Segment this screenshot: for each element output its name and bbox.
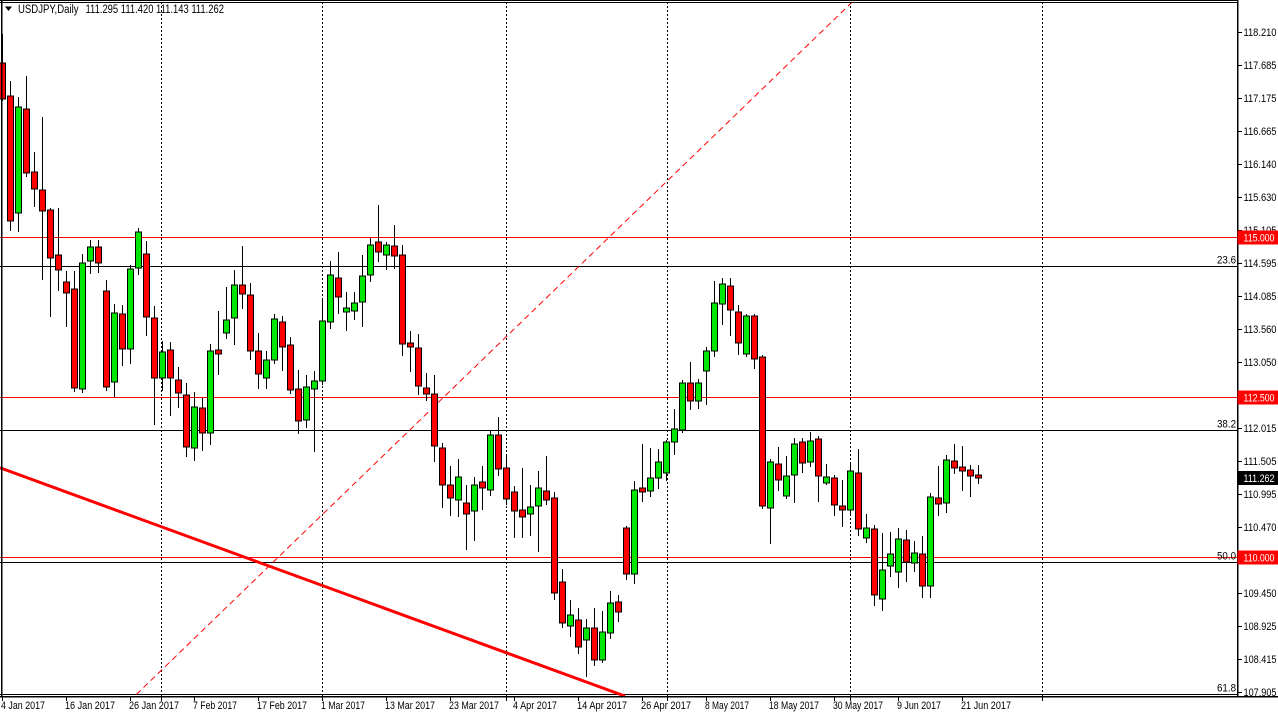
svg-text:8 May 2017: 8 May 2017: [705, 700, 749, 712]
svg-text:23 Mar 2017: 23 Mar 2017: [449, 700, 499, 712]
svg-text:114.595: 114.595: [1244, 258, 1277, 270]
svg-text:116.140: 116.140: [1244, 159, 1277, 171]
svg-text:109.450: 109.450: [1244, 588, 1277, 600]
svg-text:117.685: 117.685: [1244, 60, 1277, 72]
svg-text:113.560: 113.560: [1244, 324, 1277, 336]
svg-text:1 Mar 2017: 1 Mar 2017: [321, 700, 365, 712]
svg-text:113.050: 113.050: [1244, 357, 1277, 369]
svg-text:111.505: 111.505: [1244, 456, 1277, 468]
svg-text:118.210: 118.210: [1244, 27, 1277, 39]
svg-text:108.415: 108.415: [1244, 654, 1277, 666]
svg-text:61.8: 61.8: [1217, 683, 1236, 695]
svg-text:115.000: 115.000: [1244, 233, 1275, 245]
svg-text:115.630: 115.630: [1244, 192, 1277, 204]
svg-text:112.015: 112.015: [1244, 423, 1277, 435]
svg-text:USDJPY,Daily: USDJPY,Daily: [18, 4, 79, 16]
svg-text:108.925: 108.925: [1244, 621, 1277, 633]
svg-text:21 Jun 2017: 21 Jun 2017: [961, 700, 1011, 712]
svg-text:107.905: 107.905: [1244, 687, 1277, 699]
svg-text:110.470: 110.470: [1244, 522, 1277, 534]
svg-text:16 Jan 2017: 16 Jan 2017: [65, 700, 115, 712]
svg-text:18 May 2017: 18 May 2017: [769, 700, 819, 712]
svg-text:4 Apr 2017: 4 Apr 2017: [513, 700, 557, 712]
svg-text:14 Apr 2017: 14 Apr 2017: [577, 700, 627, 712]
svg-text:111.262: 111.262: [1244, 473, 1275, 485]
svg-text:116.665: 116.665: [1244, 126, 1277, 138]
svg-text:117.175: 117.175: [1244, 93, 1277, 105]
svg-text:13 Mar 2017: 13 Mar 2017: [385, 700, 435, 712]
svg-text:38.2: 38.2: [1217, 419, 1236, 431]
svg-text:111.295 111.420 111.143 111.26: 111.295 111.420 111.143 111.262: [86, 4, 225, 16]
svg-text:30 May 2017: 30 May 2017: [833, 700, 883, 712]
svg-text:110.000: 110.000: [1244, 553, 1275, 565]
svg-text:50.0: 50.0: [1217, 551, 1236, 563]
svg-text:23.6: 23.6: [1217, 255, 1236, 267]
svg-text:9 Jun 2017: 9 Jun 2017: [897, 700, 941, 712]
svg-text:112.500: 112.500: [1244, 393, 1275, 405]
svg-text:114.085: 114.085: [1244, 291, 1277, 303]
svg-text:4 Jan 2017: 4 Jan 2017: [1, 700, 45, 712]
svg-text:26 Jan 2017: 26 Jan 2017: [129, 700, 179, 712]
svg-text:17 Feb 2017: 17 Feb 2017: [257, 700, 307, 712]
svg-text:7 Feb 2017: 7 Feb 2017: [193, 700, 237, 712]
svg-text:26 Apr 2017: 26 Apr 2017: [641, 700, 691, 712]
svg-text:110.995: 110.995: [1244, 489, 1277, 501]
